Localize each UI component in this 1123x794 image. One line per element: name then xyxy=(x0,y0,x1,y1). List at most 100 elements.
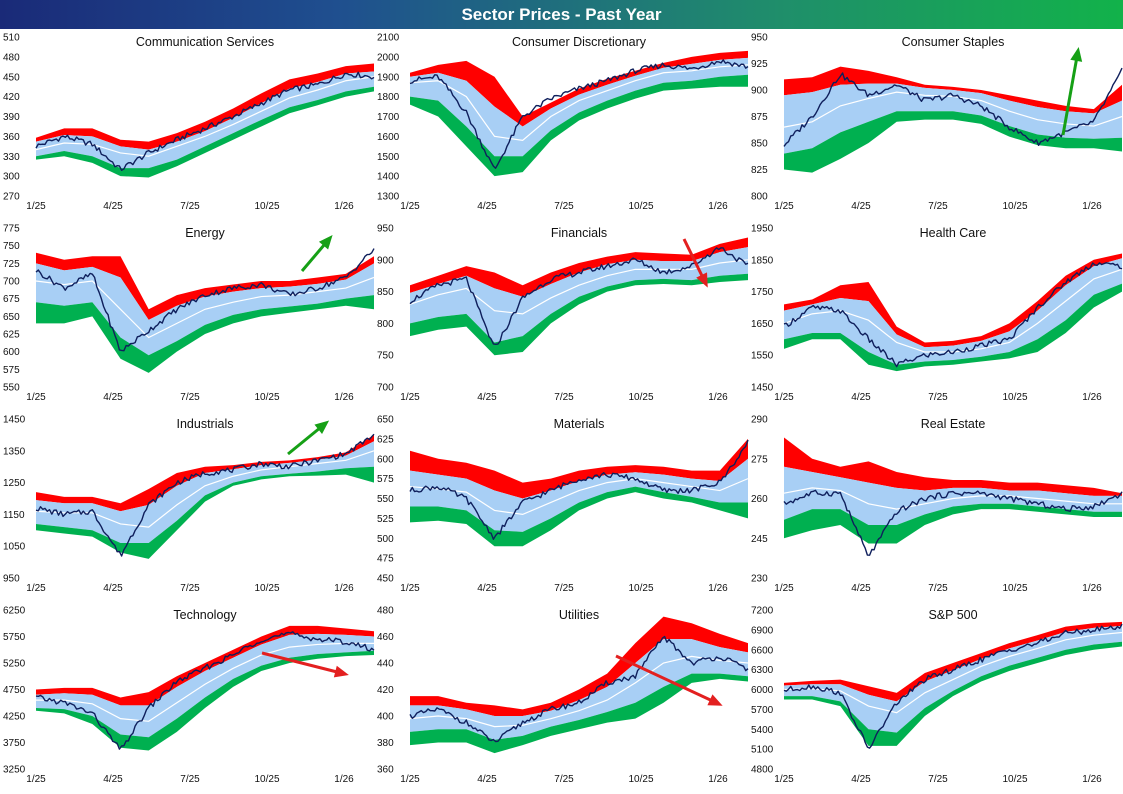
arrow-down-icon xyxy=(707,694,723,706)
y-tick-label: 390 xyxy=(3,112,20,123)
x-tick-label: 1/25 xyxy=(774,201,794,212)
y-tick-label: 450 xyxy=(3,72,20,83)
x-tick-label: 1/25 xyxy=(400,392,420,403)
price-line xyxy=(35,631,375,750)
y-tick-label: 950 xyxy=(377,224,394,235)
price-line xyxy=(783,67,1123,147)
y-tick-label: 1650 xyxy=(751,319,774,330)
arrow-up-icon xyxy=(318,234,333,250)
lower-band-area xyxy=(36,650,374,751)
inner-band-area xyxy=(410,57,748,157)
arrow-down-icon-shaft xyxy=(615,654,720,706)
inner-band-area xyxy=(784,83,1122,154)
y-tick-label: 480 xyxy=(377,606,394,617)
upper-band-area xyxy=(410,50,748,127)
lower-band-area xyxy=(410,273,748,356)
y-tick-label: 480 xyxy=(3,52,20,63)
y-tick-label: 800 xyxy=(751,192,768,203)
y-tick-label: 575 xyxy=(377,474,394,485)
y-tick-label: 1450 xyxy=(751,383,774,394)
moving-average-line xyxy=(35,450,375,528)
y-tick-label: 2100 xyxy=(377,33,400,44)
inner-band-area xyxy=(36,633,374,738)
x-tick-label: 4/25 xyxy=(477,201,497,212)
x-tick-label: 1/25 xyxy=(774,774,794,785)
price-line xyxy=(409,247,749,346)
chart-title: Real Estate xyxy=(921,417,986,431)
x-tick-label: 10/25 xyxy=(628,583,653,594)
lower-band-area xyxy=(410,74,748,177)
y-tick-label: 4250 xyxy=(3,712,26,723)
x-tick-label: 4/25 xyxy=(477,392,497,403)
y-tick-label: 260 xyxy=(751,494,768,505)
y-tick-label: 1900 xyxy=(377,72,400,83)
lower-band-area xyxy=(784,111,1122,173)
chart-panel-11: 4800 5100 5400 5700 6000 6300 6600 6900 7200 1/25… xyxy=(751,606,1123,785)
x-tick-label: 7/25 xyxy=(554,774,574,785)
upper-band-area xyxy=(410,616,748,716)
x-tick-label: 1/26 xyxy=(708,774,728,785)
y-tick-label: 1750 xyxy=(751,287,774,298)
upper-band-area xyxy=(36,625,374,706)
x-tick-label: 10/25 xyxy=(1002,201,1027,212)
y-tick-label: 900 xyxy=(751,86,768,97)
chart-title: S&P 500 xyxy=(928,608,977,622)
moving-average-line xyxy=(409,64,749,141)
x-tick-label: 4/25 xyxy=(103,774,123,785)
moving-average-line xyxy=(409,259,749,315)
y-tick-label: 700 xyxy=(377,383,394,394)
chart-title: Technology xyxy=(173,608,237,622)
x-tick-label: 4/25 xyxy=(103,392,123,403)
price-line xyxy=(409,439,749,541)
chart-title: Consumer Discretionary xyxy=(512,35,647,49)
page-title: Sector Prices - Past Year xyxy=(461,5,662,24)
x-tick-label: 1/25 xyxy=(400,583,420,594)
chart-title: Utilities xyxy=(559,608,599,622)
chart-panel-6: 950 1050 1150 1250 1350 1450 1/25 4/25 7/25 10/25… xyxy=(3,415,375,594)
inner-band-area xyxy=(784,466,1122,525)
y-tick-label: 360 xyxy=(3,132,20,143)
upper-band-area xyxy=(36,63,374,150)
y-tick-label: 1350 xyxy=(3,446,26,457)
y-tick-label: 600 xyxy=(377,454,394,465)
y-tick-label: 275 xyxy=(751,454,768,465)
x-tick-label: 7/25 xyxy=(180,201,200,212)
x-tick-label: 1/25 xyxy=(26,583,46,594)
x-tick-label: 4/25 xyxy=(851,774,871,785)
y-tick-label: 400 xyxy=(377,712,394,723)
y-tick-label: 245 xyxy=(751,534,768,545)
x-tick-label: 1/26 xyxy=(334,774,354,785)
moving-average-line xyxy=(783,631,1123,714)
y-tick-label: 900 xyxy=(377,255,394,266)
y-tick-label: 750 xyxy=(3,241,20,252)
x-tick-label: 7/25 xyxy=(554,392,574,403)
y-tick-label: 1150 xyxy=(3,510,25,521)
moving-average-line xyxy=(409,655,749,728)
moving-average-line xyxy=(409,478,749,516)
inner-band-area xyxy=(36,71,374,169)
upper-band-area xyxy=(36,434,374,512)
y-tick-label: 420 xyxy=(377,685,394,696)
y-tick-label: 1450 xyxy=(3,415,26,426)
y-tick-label: 600 xyxy=(3,347,20,358)
x-tick-label: 7/25 xyxy=(928,392,948,403)
x-tick-label: 1/26 xyxy=(708,392,728,403)
y-tick-label: 460 xyxy=(377,632,394,643)
y-tick-label: 1700 xyxy=(377,112,400,123)
y-tick-label: 5700 xyxy=(751,705,774,716)
y-tick-label: 1300 xyxy=(377,192,400,203)
y-tick-label: 775 xyxy=(3,224,20,235)
y-tick-label: 1950 xyxy=(751,224,774,235)
y-tick-label: 270 xyxy=(3,192,20,203)
y-tick-label: 925 xyxy=(751,59,768,70)
x-tick-label: 1/25 xyxy=(774,392,794,403)
lower-band-area xyxy=(410,486,748,547)
x-tick-label: 7/25 xyxy=(180,583,200,594)
x-tick-label: 10/25 xyxy=(254,201,279,212)
x-tick-label: 7/25 xyxy=(180,774,200,785)
x-tick-label: 4/25 xyxy=(103,201,123,212)
x-tick-label: 10/25 xyxy=(1002,392,1027,403)
y-tick-label: 1600 xyxy=(377,132,400,143)
y-tick-label: 2000 xyxy=(377,52,400,63)
moving-average-line xyxy=(783,487,1122,510)
